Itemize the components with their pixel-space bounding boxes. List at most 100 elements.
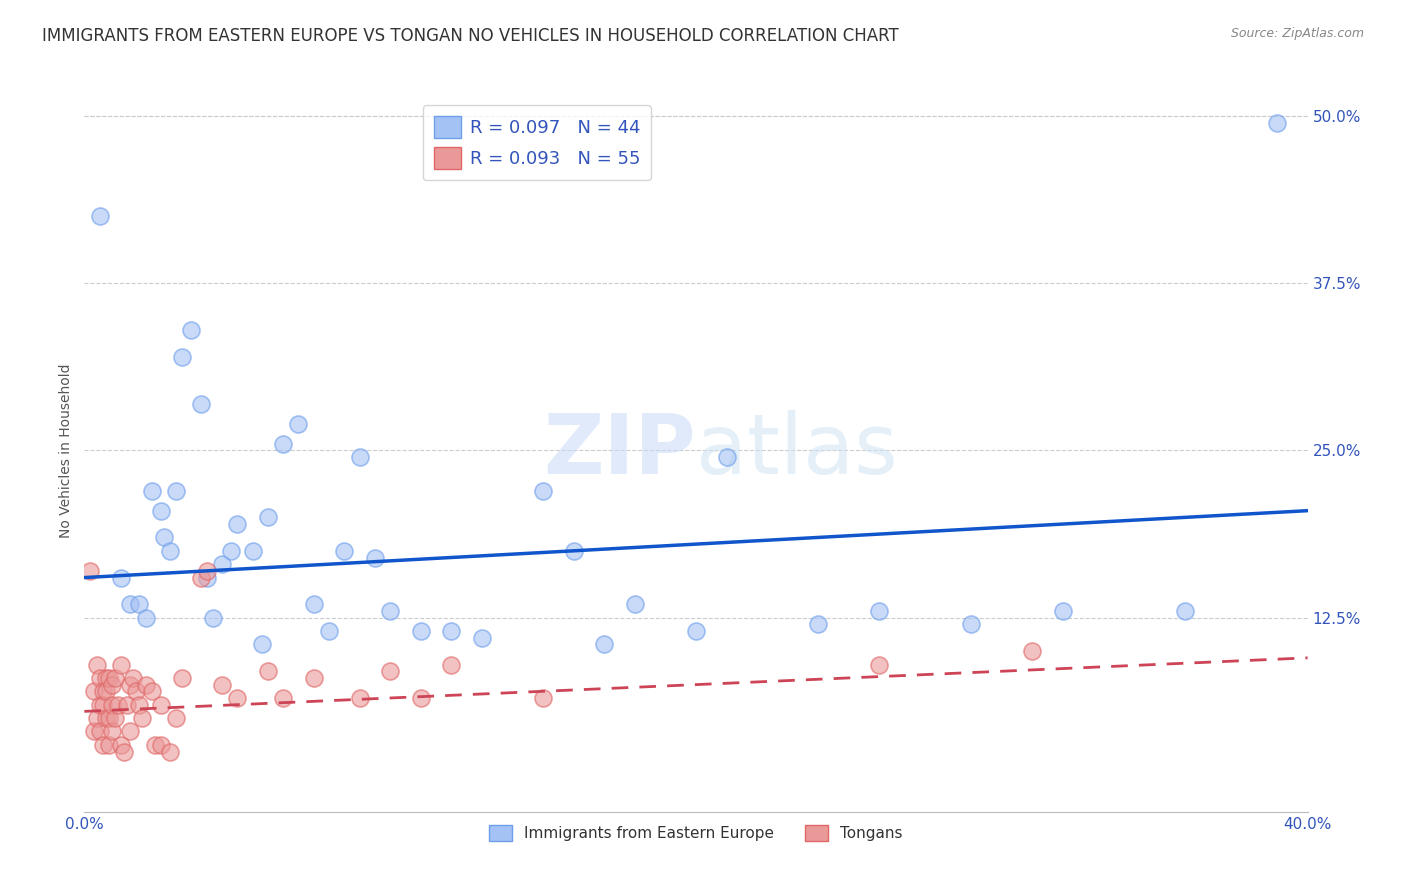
Point — [1174, 604, 1197, 618]
Point — [409, 624, 432, 639]
Point — [380, 664, 402, 679]
Point — [97, 671, 120, 685]
Point — [107, 698, 129, 712]
Point — [120, 724, 142, 739]
Point — [242, 544, 264, 558]
Point — [149, 698, 172, 712]
Point — [409, 690, 432, 705]
Point — [172, 671, 194, 685]
Point — [101, 724, 124, 739]
Point — [79, 564, 101, 578]
Point — [94, 684, 117, 698]
Point — [869, 657, 891, 672]
Point — [172, 350, 194, 364]
Point — [86, 657, 108, 672]
Point — [110, 571, 132, 585]
Point — [440, 657, 463, 672]
Y-axis label: No Vehicles in Household: No Vehicles in Household — [59, 363, 73, 538]
Point — [104, 711, 127, 725]
Text: Source: ZipAtlas.com: Source: ZipAtlas.com — [1230, 27, 1364, 40]
Point — [201, 611, 224, 625]
Point — [195, 564, 218, 578]
Point — [159, 544, 181, 558]
Point — [807, 617, 830, 632]
Point — [141, 684, 163, 698]
Point — [89, 671, 111, 685]
Point — [333, 544, 356, 558]
Point — [219, 544, 242, 558]
Legend: Immigrants from Eastern Europe, Tongans: Immigrants from Eastern Europe, Tongans — [484, 819, 908, 847]
Point — [302, 671, 325, 685]
Point — [89, 698, 111, 712]
Point — [101, 698, 124, 712]
Point — [91, 738, 114, 752]
Point — [271, 690, 294, 705]
Point — [83, 684, 105, 698]
Point — [128, 698, 150, 712]
Point — [471, 631, 494, 645]
Point — [190, 571, 212, 585]
Point — [89, 210, 111, 224]
Point — [211, 678, 233, 692]
Point — [94, 711, 117, 725]
Point — [89, 724, 111, 739]
Point — [226, 690, 249, 705]
Point — [131, 711, 153, 725]
Point — [257, 510, 280, 524]
Point — [143, 738, 166, 752]
Point — [110, 738, 132, 752]
Point — [165, 483, 187, 498]
Point — [141, 483, 163, 498]
Point — [91, 684, 114, 698]
Point — [593, 637, 616, 651]
Point — [149, 503, 172, 517]
Point — [122, 671, 145, 685]
Point — [135, 611, 157, 625]
Point — [97, 711, 120, 725]
Point — [1052, 604, 1074, 618]
Point — [120, 598, 142, 612]
Point — [115, 698, 138, 712]
Point — [271, 437, 294, 451]
Point — [135, 678, 157, 692]
Point — [83, 724, 105, 739]
Point — [104, 671, 127, 685]
Point — [1265, 116, 1288, 130]
Point — [349, 450, 371, 465]
Point — [112, 744, 135, 758]
Point — [716, 450, 738, 465]
Point — [1021, 644, 1043, 658]
Point — [302, 598, 325, 612]
Point — [120, 678, 142, 692]
Text: ZIP: ZIP — [544, 410, 696, 491]
Text: IMMIGRANTS FROM EASTERN EUROPE VS TONGAN NO VEHICLES IN HOUSEHOLD CORRELATION CH: IMMIGRANTS FROM EASTERN EUROPE VS TONGAN… — [42, 27, 898, 45]
Point — [869, 604, 891, 618]
Point — [287, 417, 309, 431]
Point — [195, 571, 218, 585]
Point — [257, 664, 280, 679]
Point — [531, 690, 554, 705]
Point — [159, 744, 181, 758]
Point — [94, 671, 117, 685]
Point — [180, 323, 202, 337]
Point — [97, 738, 120, 752]
Point — [149, 738, 172, 752]
Point — [211, 557, 233, 572]
Point — [440, 624, 463, 639]
Point — [318, 624, 340, 639]
Point — [380, 604, 402, 618]
Point — [250, 637, 273, 651]
Point — [531, 483, 554, 498]
Point — [86, 711, 108, 725]
Point — [153, 530, 176, 544]
Point — [960, 617, 983, 632]
Point — [101, 678, 124, 692]
Point — [110, 657, 132, 672]
Point — [562, 544, 585, 558]
Point — [685, 624, 707, 639]
Point — [125, 684, 148, 698]
Point — [226, 517, 249, 532]
Text: atlas: atlas — [696, 410, 897, 491]
Point — [624, 598, 647, 612]
Point — [190, 396, 212, 410]
